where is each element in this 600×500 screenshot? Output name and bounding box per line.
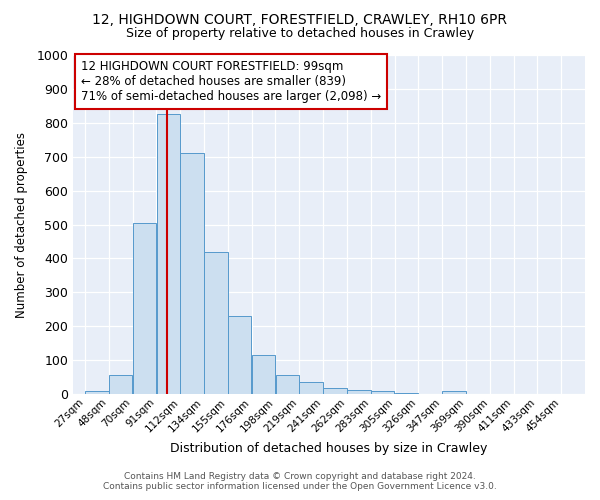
Bar [395, 393, 418, 394]
Text: 12 HIGHDOWN COURT FORESTFIELD: 99sqm
← 28% of detached houses are smaller (839)
: 12 HIGHDOWN COURT FORESTFIELD: 99sqm ← 2… [81, 60, 381, 103]
Bar [442, 392, 466, 394]
Y-axis label: Number of detached properties: Number of detached properties [15, 132, 28, 318]
Text: Size of property relative to detached houses in Crawley: Size of property relative to detached ho… [126, 28, 474, 40]
Bar [85, 392, 109, 394]
X-axis label: Distribution of detached houses by size in Crawley: Distribution of detached houses by size … [170, 442, 488, 455]
Bar [299, 382, 323, 394]
Bar [371, 390, 394, 394]
Text: 12, HIGHDOWN COURT, FORESTFIELD, CRAWLEY, RH10 6PR: 12, HIGHDOWN COURT, FORESTFIELD, CRAWLEY… [92, 12, 508, 26]
Text: Contains HM Land Registry data © Crown copyright and database right 2024.
Contai: Contains HM Land Registry data © Crown c… [103, 472, 497, 491]
Bar [157, 114, 180, 394]
Bar [347, 390, 371, 394]
Bar [133, 223, 156, 394]
Bar [252, 355, 275, 394]
Bar [109, 374, 133, 394]
Bar [275, 374, 299, 394]
Bar [323, 388, 347, 394]
Bar [204, 252, 227, 394]
Bar [181, 154, 204, 394]
Bar [228, 316, 251, 394]
